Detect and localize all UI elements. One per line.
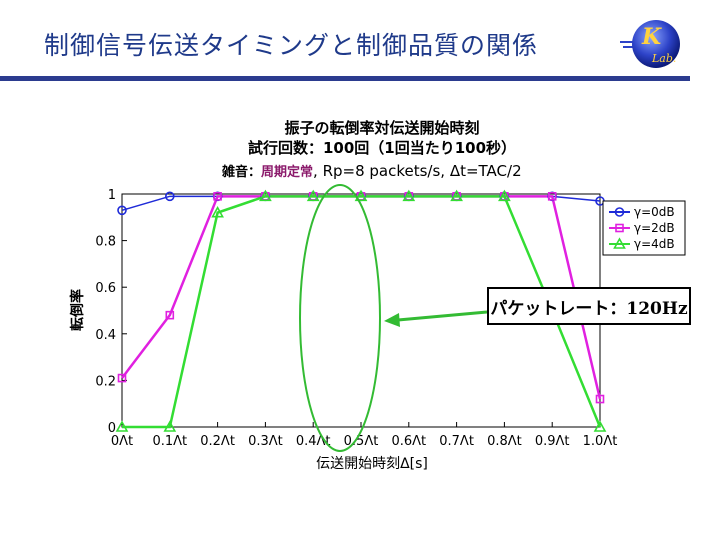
k-lab-logo: K Lab. <box>620 20 680 68</box>
noise-prefix: 雑音： <box>221 164 261 180</box>
series-line-2 <box>122 195 602 429</box>
data-point-2-2 <box>211 205 224 218</box>
x-tick-label: 0.7Λt <box>439 434 474 449</box>
data-point-2-0 <box>115 420 129 432</box>
data-point-2-10 <box>593 420 607 432</box>
y-tick-label: 0.4 <box>95 328 116 343</box>
data-point-2-6 <box>402 189 416 202</box>
noise-params: , Rp=8 packets/s, Δt=TAC/2 <box>313 162 522 180</box>
title-rule <box>0 76 690 81</box>
highlight-ellipse <box>299 184 381 452</box>
x-tick-label: 0.1Λt <box>152 434 187 449</box>
data-point-0-1 <box>165 191 175 202</box>
x-tick-label: 0.9Λt <box>535 434 570 449</box>
chart-title-line-1: 振子の転倒率対伝送開始時刻 <box>284 119 479 137</box>
svg-text:K: K <box>641 24 662 50</box>
data-point-2-4 <box>306 189 320 202</box>
y-tick-label: 0 <box>108 421 116 436</box>
legend-marker <box>613 237 626 249</box>
data-point-2-8 <box>498 189 511 202</box>
data-point-1-1 <box>165 310 175 320</box>
chart-subtitle: 雑音：周期定常, Rp=8 packets/s, Δt=TAC/2 <box>221 162 522 180</box>
legend-marker <box>614 207 625 217</box>
data-point-2-1 <box>163 420 177 432</box>
x-tick-label: 0.6Λt <box>391 434 426 449</box>
data-point-2-7 <box>450 189 463 202</box>
callout-arrow-head <box>384 313 400 327</box>
data-point-1-10 <box>595 394 605 404</box>
y-tick-label: 1 <box>108 188 116 203</box>
data-point-1-0 <box>117 373 127 383</box>
legend-label: γ=2dB <box>634 221 675 235</box>
chart-title-line-2: 試行回数：100回（1回当たり100秒） <box>248 139 516 157</box>
data-point-0-0 <box>117 205 127 216</box>
data-point-1-9 <box>547 192 557 201</box>
data-point-1-2 <box>213 192 222 201</box>
x-axis-label: 伝送開始時刻Δ[s] <box>316 456 428 472</box>
legend-label: γ=4dB <box>634 237 675 251</box>
slide-title: 制御信号伝送タイミングと制御品質の関係 <box>44 31 539 60</box>
x-tick-label: 1.0Λt <box>583 434 618 449</box>
y-tick-label: 0.6 <box>95 281 116 296</box>
noise-type: 周期定常 <box>261 164 313 180</box>
callout-arrow-line <box>397 310 488 322</box>
svg-text:Lab.: Lab. <box>651 52 676 65</box>
y-tick-label: 0.8 <box>95 235 116 250</box>
y-axis-label: 転倒率 <box>69 289 86 331</box>
packet-rate-callout: パケットレート：120Hz <box>487 287 691 325</box>
x-tick-label: 0Λt <box>111 434 133 449</box>
legend-label: γ=0dB <box>634 205 675 219</box>
legend: γ=0dB γ=2dB γ=4dB <box>602 200 686 256</box>
x-tick-label: 0.3Λt <box>248 434 283 449</box>
data-point-2-3 <box>259 189 272 202</box>
legend-marker <box>615 223 624 233</box>
data-point-2-5 <box>354 189 368 202</box>
x-tick-label: 0.8Λt <box>487 434 522 449</box>
x-tick-label: 0.2Λt <box>200 434 235 449</box>
y-tick-label: 0.2 <box>95 374 116 389</box>
